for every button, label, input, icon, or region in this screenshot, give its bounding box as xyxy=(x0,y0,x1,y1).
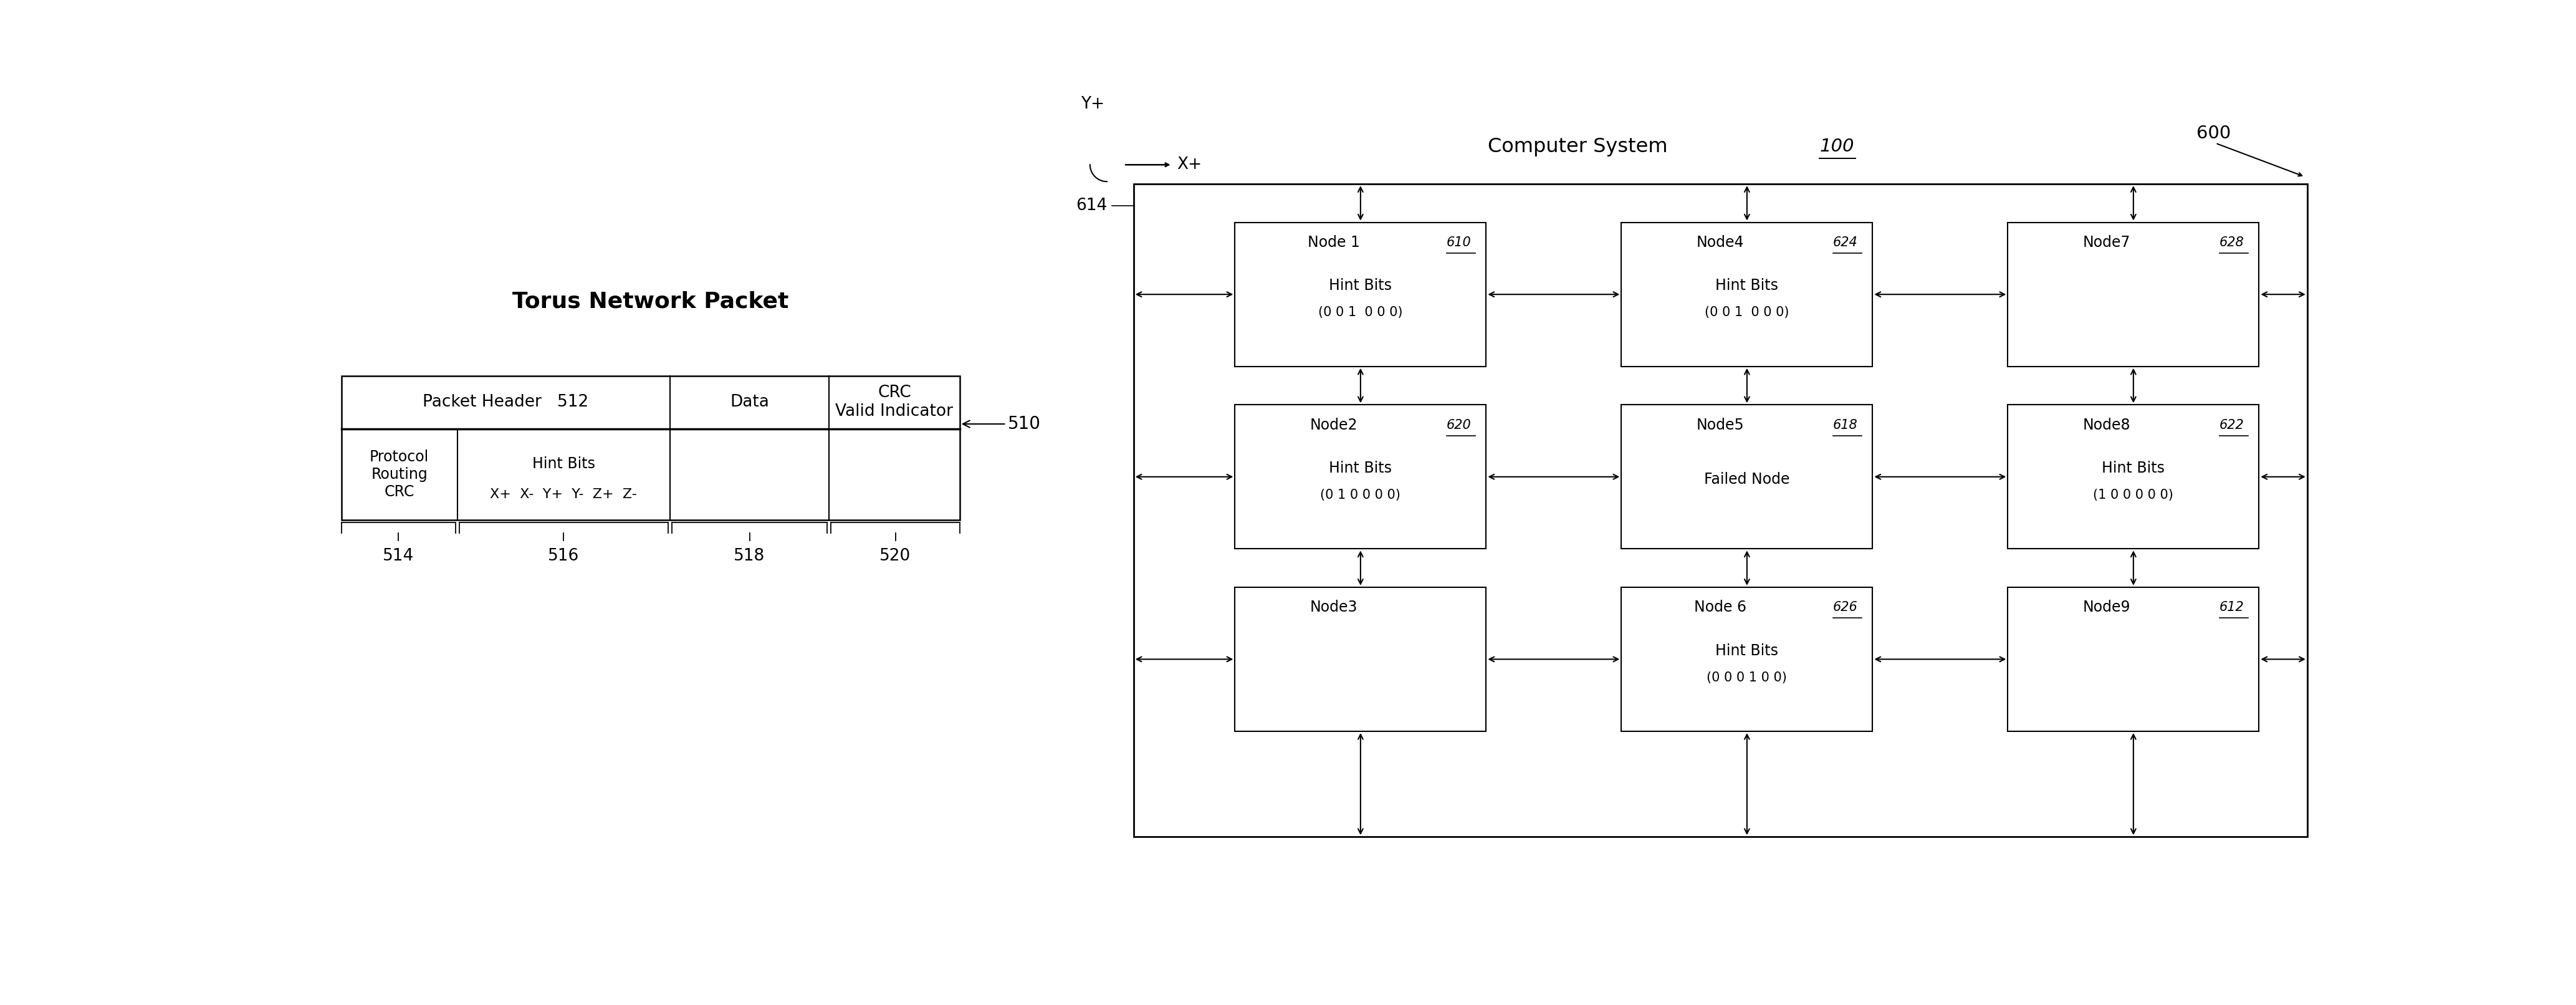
Text: 614: 614 xyxy=(1077,197,1108,214)
Bar xyxy=(1620,222,1873,367)
Bar xyxy=(2007,587,2259,732)
Text: Node9: Node9 xyxy=(2084,600,2130,615)
Bar xyxy=(343,376,961,520)
Text: 514: 514 xyxy=(384,548,415,564)
Text: (0 0 0 1 0 0): (0 0 0 1 0 0) xyxy=(1708,671,1788,683)
Text: Packet Header   512: Packet Header 512 xyxy=(422,394,587,410)
Text: Failed Node: Failed Node xyxy=(1705,471,1790,486)
Text: Hint Bits: Hint Bits xyxy=(533,456,595,471)
Text: Torus Network Packet: Torus Network Packet xyxy=(513,291,788,313)
Bar xyxy=(2007,405,2259,549)
Text: 628: 628 xyxy=(2221,236,2244,249)
Bar xyxy=(1234,222,1486,367)
Text: Data: Data xyxy=(729,394,770,410)
Text: (0 0 1  0 0 0): (0 0 1 0 0 0) xyxy=(1319,307,1404,319)
Text: Protocol
Routing
CRC: Protocol Routing CRC xyxy=(368,449,430,499)
Bar xyxy=(1234,587,1486,732)
Text: Node5: Node5 xyxy=(1698,417,1744,432)
Text: 610: 610 xyxy=(1448,236,1471,249)
Bar xyxy=(2007,222,2259,367)
Text: (0 0 1  0 0 0): (0 0 1 0 0 0) xyxy=(1705,307,1790,319)
Text: 622: 622 xyxy=(2221,419,2244,431)
Text: 620: 620 xyxy=(1448,419,1471,431)
Bar xyxy=(1133,184,2308,837)
Text: 516: 516 xyxy=(549,548,580,564)
Text: Hint Bits: Hint Bits xyxy=(1716,643,1777,658)
Text: X+  X-  Y+  Y-  Z+  Z-: X+ X- Y+ Y- Z+ Z- xyxy=(489,488,636,500)
Text: Y+: Y+ xyxy=(1079,95,1105,112)
Text: Hint Bits: Hint Bits xyxy=(2102,460,2164,475)
Text: 612: 612 xyxy=(2221,601,2244,614)
Text: (1 0 0 0 0 0): (1 0 0 0 0 0) xyxy=(2094,488,2174,501)
Text: Node 1: Node 1 xyxy=(1309,235,1360,250)
Text: Node2: Node2 xyxy=(1311,417,1358,432)
Bar xyxy=(1620,405,1873,549)
Text: X+: X+ xyxy=(1177,157,1203,173)
Text: 624: 624 xyxy=(1834,236,1857,249)
Bar xyxy=(1620,587,1873,732)
Text: 520: 520 xyxy=(881,548,912,564)
Text: Computer System: Computer System xyxy=(1489,137,1667,156)
Text: 626: 626 xyxy=(1834,601,1857,614)
Text: 100: 100 xyxy=(1819,138,1855,155)
Text: Node8: Node8 xyxy=(2084,417,2130,432)
Text: 518: 518 xyxy=(734,548,765,564)
Text: 618: 618 xyxy=(1834,419,1857,431)
Text: Node7: Node7 xyxy=(2084,235,2130,250)
Text: Node 6: Node 6 xyxy=(1695,600,1747,615)
Bar xyxy=(1234,405,1486,549)
Text: Hint Bits: Hint Bits xyxy=(1329,278,1391,293)
Text: 600: 600 xyxy=(2197,125,2231,143)
Text: (0 1 0 0 0 0): (0 1 0 0 0 0) xyxy=(1321,488,1401,501)
Text: Hint Bits: Hint Bits xyxy=(1716,278,1777,293)
Text: Hint Bits: Hint Bits xyxy=(1329,460,1391,475)
Text: CRC
Valid Indicator: CRC Valid Indicator xyxy=(835,385,953,420)
Text: Node4: Node4 xyxy=(1698,235,1744,250)
Text: Node3: Node3 xyxy=(1311,600,1358,615)
Text: 510: 510 xyxy=(963,415,1041,433)
